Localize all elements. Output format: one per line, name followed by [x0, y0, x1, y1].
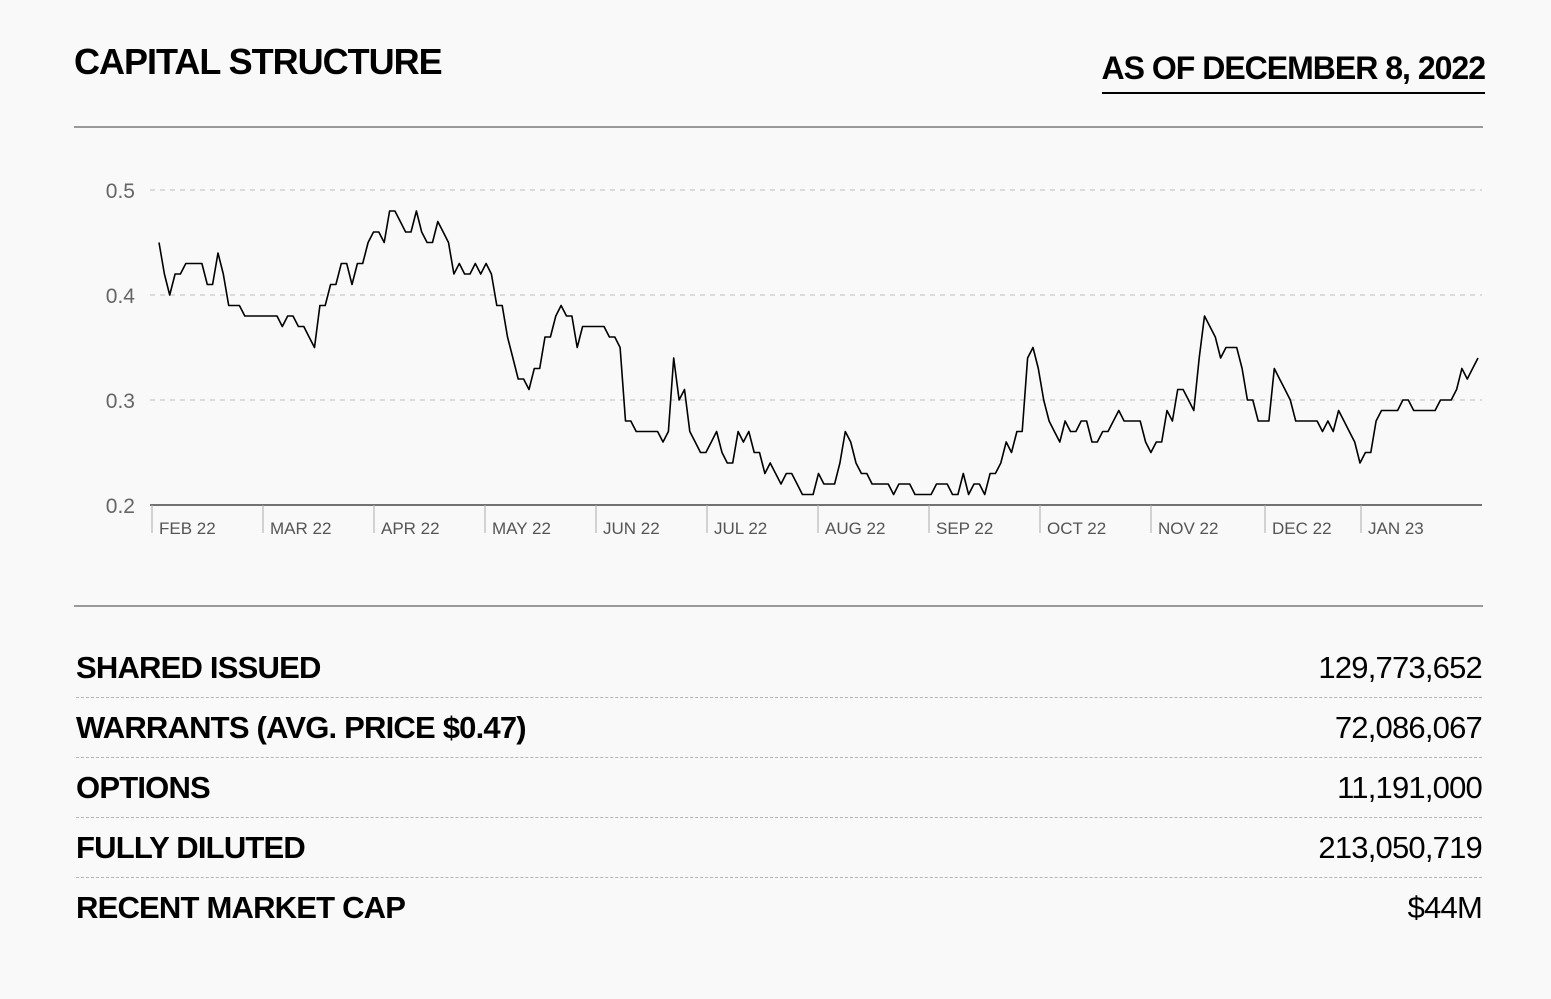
top-divider [74, 126, 1483, 128]
middle-divider [74, 605, 1483, 607]
metric-label: RECENT MARKET CAP [76, 890, 406, 925]
page-title: CAPITAL STRUCTURE [74, 41, 443, 82]
metric-label: WARRANTS (AVG. PRICE $0.47) [76, 709, 527, 745]
metric-value: 72,086,067 [1334, 709, 1483, 745]
metric-value: 213,050,719 [1318, 829, 1482, 865]
metric-row-options: OPTIONS 11,191,000 [76, 758, 1483, 818]
y-tick-label: 0.3 [106, 390, 135, 413]
metric-row-fully-diluted: FULLY DILUTED 213,050,719 [76, 818, 1483, 878]
metric-value: $44M [1407, 890, 1483, 925]
y-tick-label: 0.5 [106, 180, 135, 203]
x-tick-label: JUN 22 [603, 519, 660, 538]
as-of-date: AS OF DECEMBER 8, 2022 [1101, 52, 1486, 94]
x-tick-label: MAY 22 [492, 519, 551, 538]
x-tick-label: FEB 22 [159, 519, 216, 538]
metric-row-market-cap: RECENT MARKET CAP $44M [76, 878, 1483, 938]
metrics-table: SHARED ISSUED 129,773,652 WARRANTS (AVG.… [76, 638, 1483, 938]
x-tick-label: JUL 22 [714, 519, 767, 538]
metric-label: OPTIONS [76, 769, 211, 805]
x-tick-label: APR 22 [381, 519, 440, 538]
metric-label: FULLY DILUTED [76, 829, 306, 865]
price-series-line [158, 210, 1479, 496]
x-tick-label: DEC 22 [1272, 519, 1332, 538]
metric-row-shares-issued: SHARED ISSUED 129,773,652 [76, 638, 1483, 698]
price-chart: 0.2 0.3 0.4 0.5 FEB 22 MAR 22 APR 22 MAY 22 JUN … [106, 180, 1482, 538]
metric-label: SHARED ISSUED [76, 649, 321, 685]
x-tick-label: JAN 23 [1368, 519, 1424, 538]
x-tick-label: NOV 22 [1158, 519, 1218, 538]
x-tick-label: AUG 22 [825, 519, 885, 538]
x-tick-label: OCT 22 [1047, 519, 1106, 538]
metric-row-warrants: WARRANTS (AVG. PRICE $0.47) 72,086,067 [76, 698, 1483, 758]
y-tick-label: 0.4 [106, 285, 136, 308]
x-tick-label: SEP 22 [936, 519, 993, 538]
y-tick-label: 0.2 [106, 495, 135, 518]
metric-value: 11,191,000 [1337, 769, 1483, 805]
metric-value: 129,773,652 [1318, 649, 1482, 685]
x-tick-label: MAR 22 [270, 519, 331, 538]
